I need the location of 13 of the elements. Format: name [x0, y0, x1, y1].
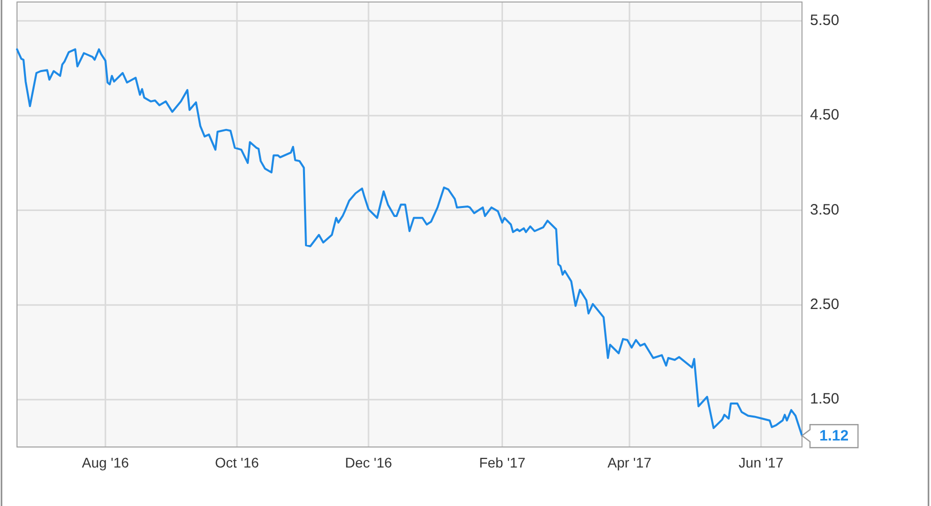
annotation: 1.12 [819, 428, 849, 445]
x-tick-label: Apr '17 [608, 454, 652, 471]
x-tick-label: Aug '16 [82, 454, 130, 471]
x-tick-label: Jun '17 [738, 454, 784, 471]
x-tick-label: Oct '16 [215, 454, 260, 471]
line-series [16, 48, 803, 437]
y-tick-label: 4.50 [810, 106, 840, 124]
x-tick-label: Dec '16 [345, 454, 392, 471]
y-tick-label: 5.50 [810, 12, 840, 29]
x-tick-label: Feb '17 [479, 454, 526, 471]
y-tick-label: 2.50 [810, 296, 840, 313]
y-tick-label: 1.50 [810, 390, 840, 408]
y-tick-label: 3.50 [810, 201, 840, 218]
